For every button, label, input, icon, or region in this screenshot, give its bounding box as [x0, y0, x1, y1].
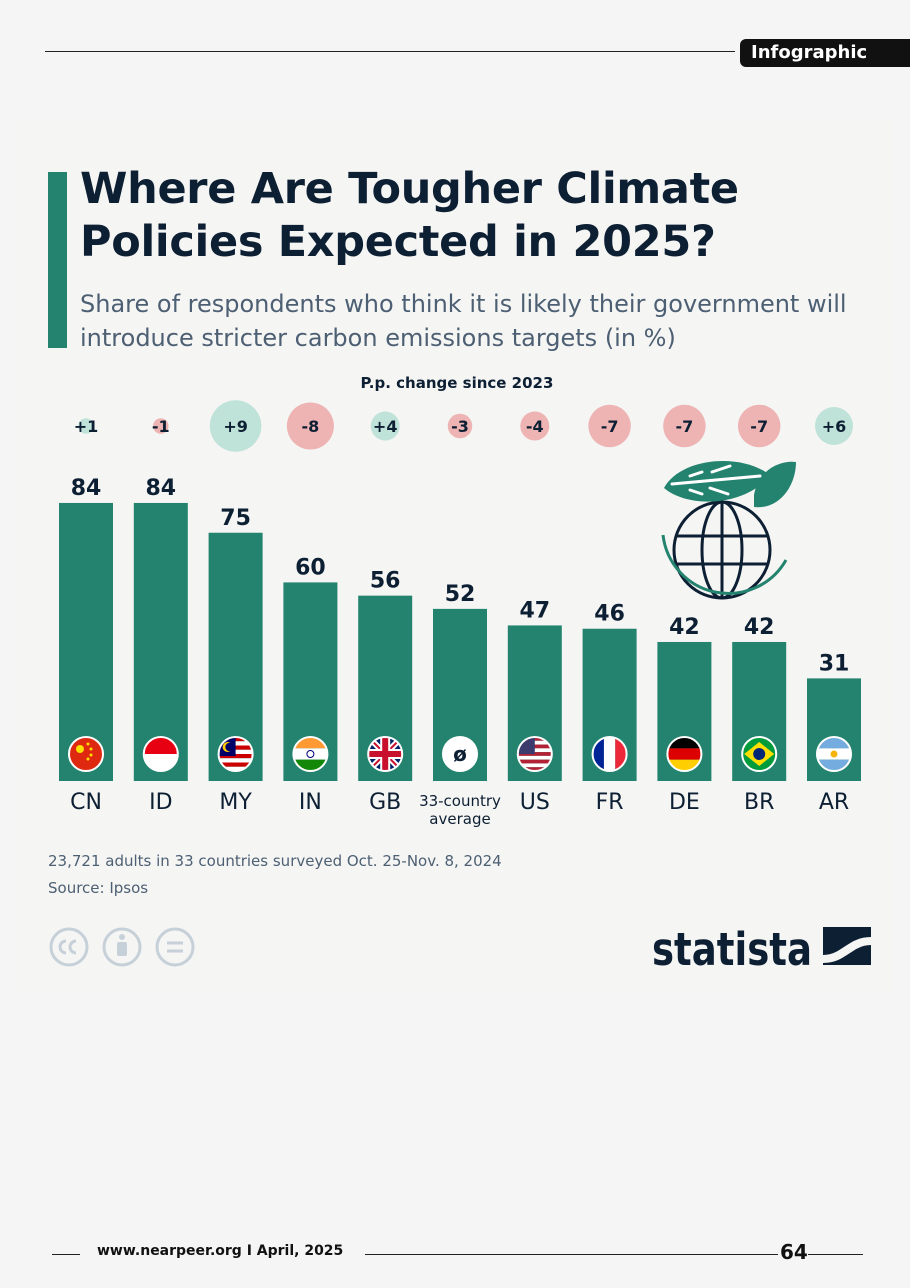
category-label: 33-country average [419, 792, 501, 828]
footer-rule-left [52, 1254, 80, 1255]
nd-icon [155, 927, 195, 967]
category-label: BR [744, 790, 774, 815]
bar-value-label: 46 [594, 602, 625, 627]
change-bubble: -8 [286, 402, 334, 450]
bar-value-label: 52 [445, 582, 476, 607]
flag-my-icon [217, 736, 254, 772]
change-bubble: -1 [152, 417, 170, 436]
change-value-label: -7 [750, 417, 768, 436]
footer-rule-right [808, 1254, 863, 1255]
category-label: DE [669, 790, 700, 815]
flag-fr-icon [591, 736, 628, 772]
licence-icons [49, 927, 195, 967]
bar-value-label: 47 [519, 598, 550, 623]
category-label: FR [596, 790, 624, 815]
change-bubble: -7 [663, 404, 706, 448]
change-value-label: +6 [822, 417, 847, 436]
bar-value-label: 75 [220, 506, 251, 531]
change-value-label: -4 [526, 417, 544, 436]
flag-cn-icon [68, 736, 104, 772]
bar-group: 47 US [507, 598, 562, 815]
by-icon [102, 927, 142, 967]
bar-value-label: 31 [819, 651, 850, 676]
bar-group: 56 GB [358, 569, 413, 815]
statista-logo-text: statista [652, 923, 812, 971]
bar-group: 31 AR [807, 651, 861, 815]
footer-rule-mid [365, 1254, 778, 1255]
change-value-label: +9 [223, 417, 248, 436]
bar-group: 60 IN [283, 555, 338, 815]
change-value-label: -1 [152, 417, 170, 436]
flag-id-icon [142, 736, 179, 772]
change-value-label: -7 [601, 417, 619, 436]
bar-group: 84 CN [59, 476, 113, 815]
bar-group: 52 ø 33-country average [419, 582, 501, 828]
bar-group: 46 FR [582, 602, 637, 815]
svg-text:ø: ø [453, 742, 467, 766]
bar-value-label: 42 [744, 615, 775, 640]
change-bubble: +9 [209, 400, 262, 452]
bar [133, 502, 188, 781]
bar-value-label: 84 [71, 476, 102, 501]
flag-de-icon [666, 736, 703, 772]
category-label: CN [70, 790, 102, 815]
category-label: IN [299, 790, 322, 815]
change-bubble: +4 [370, 411, 400, 441]
page-number: 64 [780, 1240, 808, 1264]
change-value-label: +4 [373, 417, 398, 436]
flag-ar-icon [816, 736, 852, 772]
flag-br-icon [741, 736, 778, 772]
title-accent-bar [48, 172, 67, 348]
category-label: MY [219, 790, 252, 815]
category-label: GB [369, 790, 401, 815]
change-value-label: -3 [451, 417, 469, 436]
change-bubble: -7 [737, 404, 781, 448]
bar-group: 42 BR [732, 615, 787, 815]
category-label: AR [819, 790, 849, 815]
source-note: Source: Ipsos [48, 879, 149, 897]
category-label: US [520, 790, 550, 815]
bar-value-label: 84 [145, 476, 176, 501]
change-bubble: +1 [74, 417, 99, 436]
bar-group: 42 DE [657, 615, 712, 815]
infographic-tag: Infographic [740, 39, 910, 67]
statista-logo: statista [652, 923, 871, 971]
flag-gb-icon [367, 736, 404, 772]
globe-leaf-icon [661, 460, 796, 600]
statista-logo-icon [823, 927, 871, 965]
header-rule [45, 51, 735, 52]
footer-text: www.nearpeer.org I April, 2025 [97, 1243, 344, 1259]
bar-group: 75 MY [208, 506, 263, 815]
bar-value-label: 60 [295, 555, 326, 580]
footnote: 23,721 adults in 33 countries surveyed O… [48, 848, 502, 902]
bar-value-label: 56 [370, 569, 401, 594]
bar-value-label: 42 [669, 615, 700, 640]
change-value-label: -8 [302, 417, 320, 436]
change-bubble: -4 [520, 411, 550, 441]
survey-note: 23,721 adults in 33 countries surveyed O… [48, 852, 502, 870]
flag-us-icon [516, 736, 553, 772]
flag-in-icon [292, 736, 329, 772]
bar-group: 84 ID [133, 476, 188, 815]
change-bubble: +6 [815, 407, 853, 445]
category-label: ID [149, 790, 172, 815]
change-label: P.p. change since 2023 [361, 374, 554, 392]
change-bubble: -7 [588, 404, 631, 448]
change-value-label: +1 [74, 417, 99, 436]
chart-title: Where Are Tougher Climate Policies Expec… [80, 164, 739, 267]
bar [59, 502, 113, 781]
average-symbol-icon: ø [442, 736, 478, 772]
change-bubble: -3 [447, 413, 473, 439]
change-value-label: -7 [676, 417, 694, 436]
chart-subtitle: Share of respondents who think it is lik… [80, 290, 847, 352]
cc-icon [49, 927, 89, 967]
